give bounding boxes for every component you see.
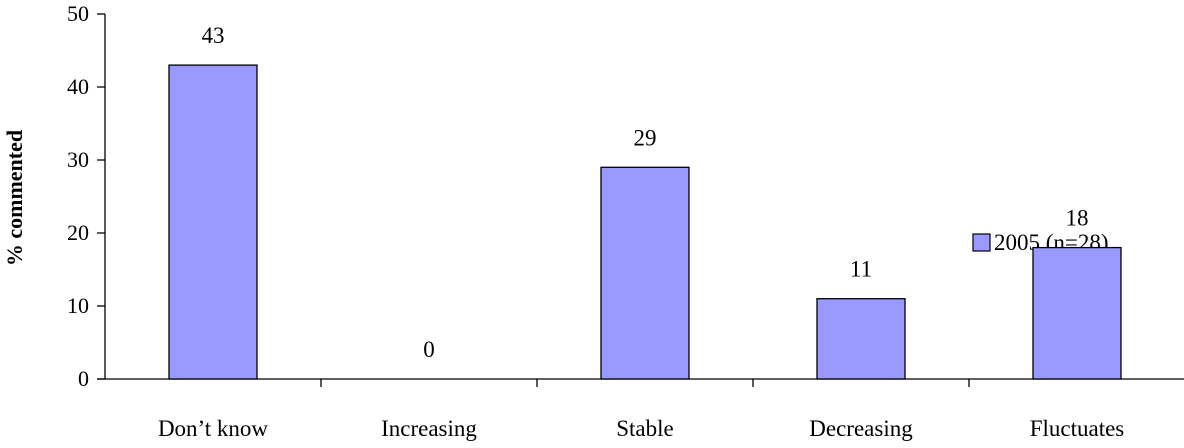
x-category-label: Stable <box>616 416 674 441</box>
y-tick-label: 30 <box>67 147 89 172</box>
data-label: 11 <box>850 257 872 282</box>
x-category-label: Don’t know <box>158 416 268 441</box>
x-category-label: Decreasing <box>809 416 913 441</box>
bar <box>600 166 690 380</box>
data-label: 18 <box>1066 206 1089 231</box>
bar <box>1032 246 1122 380</box>
x-category-label: Increasing <box>381 416 477 441</box>
bars: 43 Don’t know 0 Increasing 29 Stable 11 Decreas… <box>158 23 1124 441</box>
data-label: 29 <box>634 125 657 150</box>
axes: 0 10 20 30 40 50 <box>67 1 1184 391</box>
y-tick-label: 20 <box>67 220 89 245</box>
y-axis-title: % commented <box>2 130 27 266</box>
legend-swatch <box>972 233 991 252</box>
data-label: 43 <box>202 23 225 48</box>
y-tick-label: 10 <box>67 293 89 318</box>
y-tick-label: 0 <box>78 366 89 391</box>
x-category-label: Fluctuates <box>1030 416 1125 441</box>
y-tick-label: 40 <box>67 74 89 99</box>
bar <box>168 64 258 380</box>
y-tick-label: 50 <box>67 1 89 26</box>
bar <box>816 298 906 380</box>
data-label: 0 <box>423 337 435 362</box>
